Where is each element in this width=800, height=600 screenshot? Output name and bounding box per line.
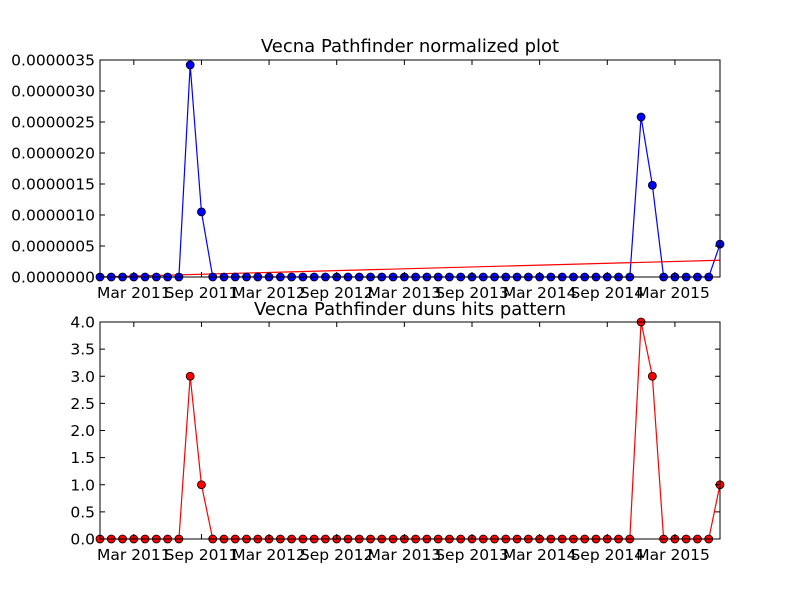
x-tick-label: Mar 2011 bbox=[97, 546, 171, 564]
y-tick-label: 0.0000000 bbox=[11, 269, 95, 287]
x-tick-label: Mar 2015 bbox=[636, 546, 710, 564]
y-tick-label: 0.0000010 bbox=[11, 207, 95, 225]
x-tick-label: Sep 2013 bbox=[435, 284, 509, 302]
data-point bbox=[647, 371, 657, 381]
data-point bbox=[185, 371, 195, 381]
x-tick-label: Mar 2013 bbox=[368, 546, 442, 564]
trend-line bbox=[99, 259, 721, 278]
y-tick-label: 0.0000020 bbox=[11, 145, 95, 163]
normalized-plot-chart: Vecna Pathfinder normalized plot 0.00000… bbox=[11, 36, 725, 302]
x-tick-label: Sep 2013 bbox=[435, 546, 509, 564]
y-tick-label: 0.0000025 bbox=[11, 114, 95, 132]
y-tick-label: 0.0 bbox=[70, 531, 95, 549]
y-tick-label: 2.0 bbox=[70, 422, 95, 440]
x-tick-label: Mar 2013 bbox=[368, 284, 442, 302]
chart-title: Vecna Pathfinder duns hits pattern bbox=[254, 299, 566, 320]
duns-hits-chart: Vecna Pathfinder duns hits pattern 0.0 0.… bbox=[70, 299, 725, 564]
axes-frame bbox=[99, 59, 721, 278]
x-tick-label: Mar 2011 bbox=[97, 284, 171, 302]
data-point bbox=[185, 60, 195, 70]
x-tick-label: Sep 2011 bbox=[165, 284, 239, 302]
x-tick-label: Sep 2011 bbox=[165, 546, 239, 564]
y-tick-label: 0.5 bbox=[70, 503, 95, 521]
y-tick-label: 1.0 bbox=[70, 476, 95, 494]
chart-title: Vecna Pathfinder normalized plot bbox=[261, 36, 559, 57]
x-tick-label: Sep 2012 bbox=[300, 546, 374, 564]
x-tick-label: Mar 2014 bbox=[503, 284, 577, 302]
data-point bbox=[647, 180, 657, 190]
x-tick-label: Mar 2012 bbox=[232, 546, 306, 564]
x-tick-label: Sep 2014 bbox=[570, 284, 644, 302]
y-tick-label: 2.5 bbox=[70, 395, 95, 413]
y-tick-label: 0.0000015 bbox=[11, 176, 95, 194]
y-tick-label: 1.5 bbox=[70, 449, 95, 467]
y-tick-label: 4.0 bbox=[70, 314, 95, 332]
y-tick-label: 0.0000035 bbox=[11, 52, 95, 70]
x-tick-label: Mar 2012 bbox=[232, 284, 306, 302]
y-tick-label: 0.0000005 bbox=[11, 238, 95, 256]
x-tick-label: Mar 2014 bbox=[503, 546, 577, 564]
axis-ticks: 0.0000000 0.0000005 0.0000010 0.0000015 0.00… bbox=[11, 52, 720, 302]
data-point bbox=[197, 480, 206, 490]
x-tick-label: Mar 2015 bbox=[636, 284, 710, 302]
data-point bbox=[636, 112, 646, 122]
data-point bbox=[197, 207, 206, 217]
y-tick-label: 3.0 bbox=[70, 368, 95, 386]
x-tick-label: Sep 2012 bbox=[300, 284, 374, 302]
y-tick-label: 3.5 bbox=[70, 341, 95, 359]
y-tick-label: 0.0000030 bbox=[11, 83, 95, 101]
x-tick-label: Sep 2014 bbox=[570, 546, 644, 564]
